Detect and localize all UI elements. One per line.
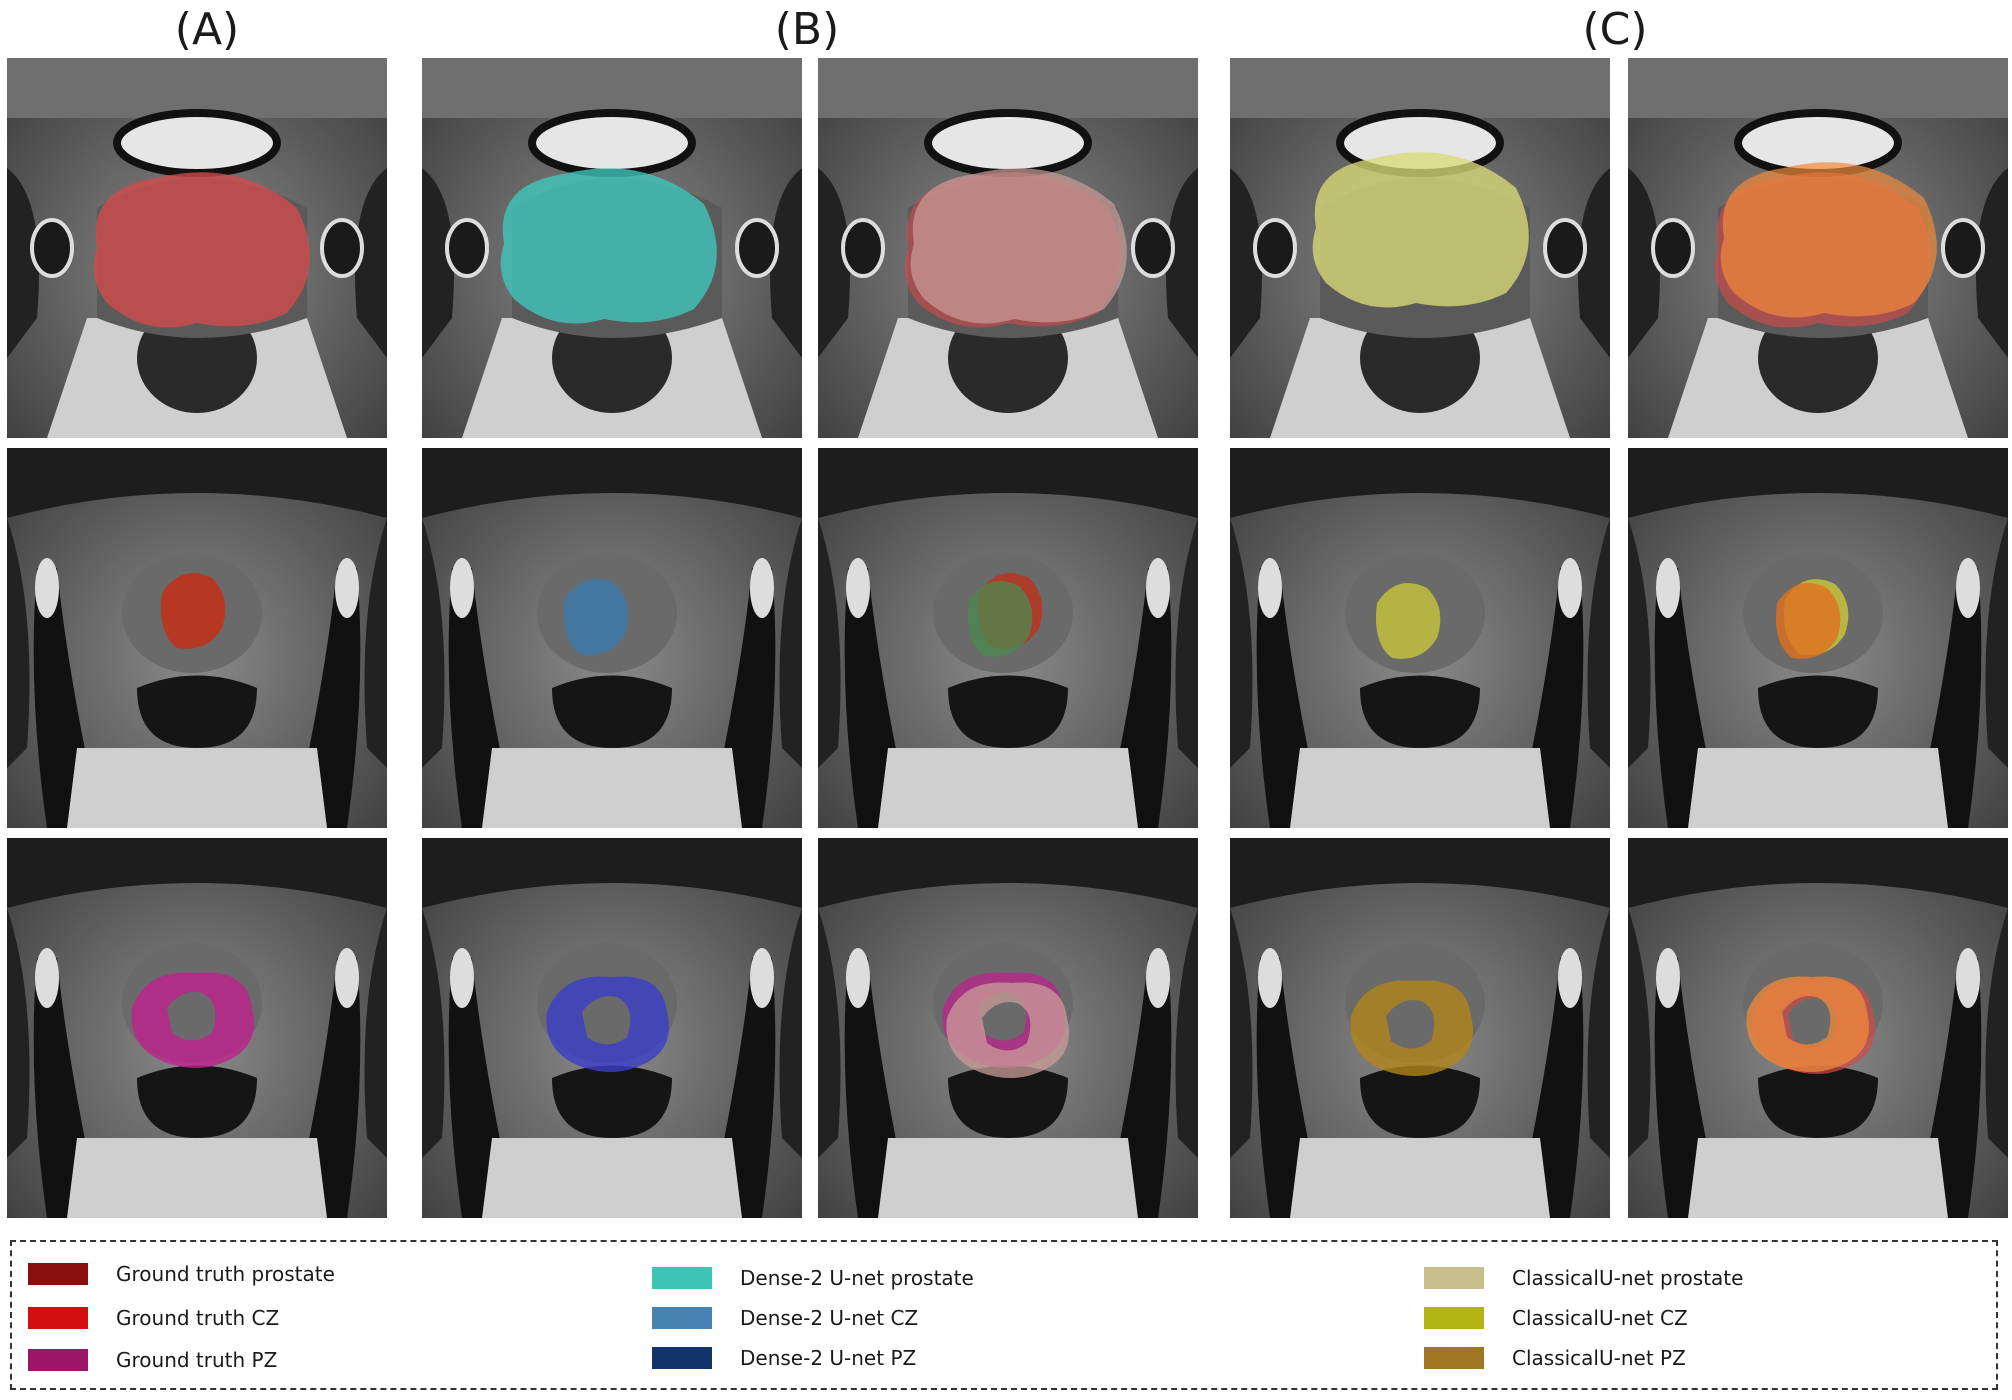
- mri-panel-r2-c1: [7, 448, 387, 828]
- mri-panel-r3-c1: [7, 838, 387, 1218]
- mri-panel-r1-c3: [818, 58, 1198, 438]
- mri-panel-r1-c1: [7, 58, 387, 438]
- legend-box: Ground truth prostate Ground truth CZ Gr…: [10, 1240, 1998, 1390]
- legend-item: ClassicalU-net CZ: [1424, 1304, 1688, 1332]
- legend-item: Dense-2 U-net PZ: [652, 1344, 916, 1372]
- column-label-a: (A): [174, 4, 240, 55]
- mri-panel-r3-c4: [1230, 838, 1610, 1218]
- legend-swatch: [1424, 1267, 1484, 1289]
- legend-swatch: [28, 1349, 88, 1371]
- mri-slice-image: [1230, 838, 1610, 1218]
- mri-slice-image: [818, 448, 1198, 828]
- mri-panel-r3-c2: [422, 838, 802, 1218]
- mri-slice-image: [7, 838, 387, 1218]
- legend-swatch: [28, 1307, 88, 1329]
- legend-swatch: [652, 1307, 712, 1329]
- mri-panel-r3-c5: [1628, 838, 2008, 1218]
- mri-panel-r3-c3: [818, 838, 1198, 1218]
- mri-panel-r2-c2: [422, 448, 802, 828]
- mri-slice-image: [422, 58, 802, 438]
- legend-label: ClassicalU-net CZ: [1512, 1306, 1688, 1330]
- mri-slice-image: [1230, 58, 1610, 438]
- legend-label: ClassicalU-net prostate: [1512, 1266, 1744, 1290]
- mri-slice-image: [7, 448, 387, 828]
- legend-swatch: [652, 1267, 712, 1289]
- legend-item: ClassicalU-net PZ: [1424, 1344, 1686, 1372]
- mri-panel-r2-c4: [1230, 448, 1610, 828]
- legend-item: ClassicalU-net prostate: [1424, 1264, 1743, 1292]
- mri-panel-r1-c5: [1628, 58, 2008, 438]
- legend-label: Dense-2 U-net CZ: [740, 1306, 919, 1330]
- legend-swatch: [1424, 1347, 1484, 1369]
- mri-slice-image: [1628, 838, 2008, 1218]
- mri-panel-r1-c2: [422, 58, 802, 438]
- legend-swatch: [1424, 1307, 1484, 1329]
- legend-item: Dense-2 U-net prostate: [652, 1264, 974, 1292]
- legend-swatch: [28, 1263, 88, 1285]
- legend-item: Ground truth PZ: [28, 1346, 277, 1374]
- column-label-b: (B): [774, 4, 840, 55]
- legend-item: Ground truth prostate: [28, 1260, 335, 1288]
- mri-slice-image: [422, 838, 802, 1218]
- mri-slice-image: [7, 58, 387, 438]
- legend-label: Ground truth CZ: [116, 1306, 280, 1330]
- mri-panel-r1-c4: [1230, 58, 1610, 438]
- legend-label: Ground truth PZ: [116, 1348, 278, 1372]
- mri-slice-image: [1230, 448, 1610, 828]
- legend-item: Dense-2 U-net CZ: [652, 1304, 918, 1332]
- legend-label: ClassicalU-net PZ: [1512, 1346, 1686, 1370]
- legend-label: Dense-2 U-net PZ: [740, 1346, 917, 1370]
- legend-item: Ground truth CZ: [28, 1304, 279, 1332]
- legend-label: Ground truth prostate: [116, 1262, 335, 1286]
- mri-panel-r2-c5: [1628, 448, 2008, 828]
- legend-label: Dense-2 U-net prostate: [740, 1266, 974, 1290]
- legend-swatch: [652, 1347, 712, 1369]
- mri-panel-r2-c3: [818, 448, 1198, 828]
- mri-slice-image: [1628, 58, 2008, 438]
- mri-slice-image: [818, 838, 1198, 1218]
- mri-slice-image: [422, 448, 802, 828]
- mri-slice-image: [818, 58, 1198, 438]
- column-label-c: (C): [1582, 4, 1648, 55]
- mri-slice-image: [1628, 448, 2008, 828]
